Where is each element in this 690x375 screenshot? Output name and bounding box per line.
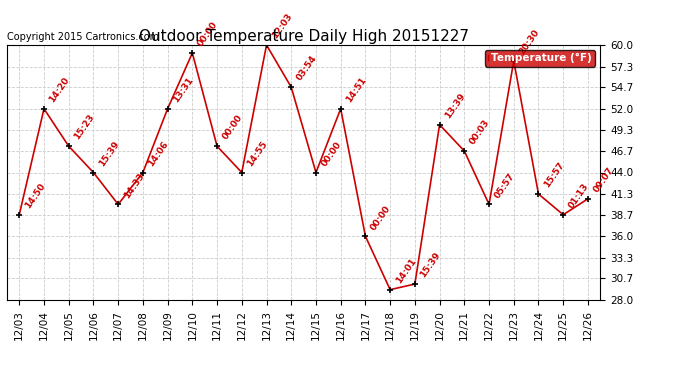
Text: 20:30: 20:30 (518, 28, 541, 56)
Text: 15:39: 15:39 (97, 139, 121, 168)
Text: 14:51: 14:51 (344, 75, 368, 104)
Text: 09:07: 09:07 (591, 166, 615, 194)
Text: 14:50: 14:50 (23, 182, 47, 210)
Text: 13:39: 13:39 (443, 92, 467, 120)
Text: 00:00: 00:00 (221, 113, 244, 142)
Text: 01:13: 01:13 (567, 182, 591, 210)
Text: 15:57: 15:57 (542, 161, 566, 189)
Text: 00:03: 00:03 (468, 118, 491, 146)
Text: 14:06: 14:06 (146, 139, 170, 168)
Text: 05:57: 05:57 (493, 171, 517, 200)
Text: 15:39: 15:39 (419, 251, 442, 279)
Text: 14:33: 14:33 (122, 171, 146, 200)
Text: 13:31: 13:31 (171, 75, 195, 104)
Text: 14:20: 14:20 (48, 75, 72, 104)
Text: 14:55: 14:55 (246, 139, 269, 168)
Text: 00:00: 00:00 (369, 204, 393, 232)
Text: 15:23: 15:23 (72, 113, 96, 142)
Text: Copyright 2015 Cartronics.com: Copyright 2015 Cartronics.com (7, 33, 159, 42)
Text: 00:00: 00:00 (319, 140, 343, 168)
Text: 03:54: 03:54 (295, 54, 319, 82)
Text: 12:03: 12:03 (270, 12, 294, 40)
Legend: Temperature (°F): Temperature (°F) (485, 50, 595, 66)
Text: 00:00: 00:00 (196, 20, 219, 48)
Title: Outdoor Temperature Daily High 20151227: Outdoor Temperature Daily High 20151227 (139, 29, 469, 44)
Text: 14:01: 14:01 (394, 256, 417, 285)
